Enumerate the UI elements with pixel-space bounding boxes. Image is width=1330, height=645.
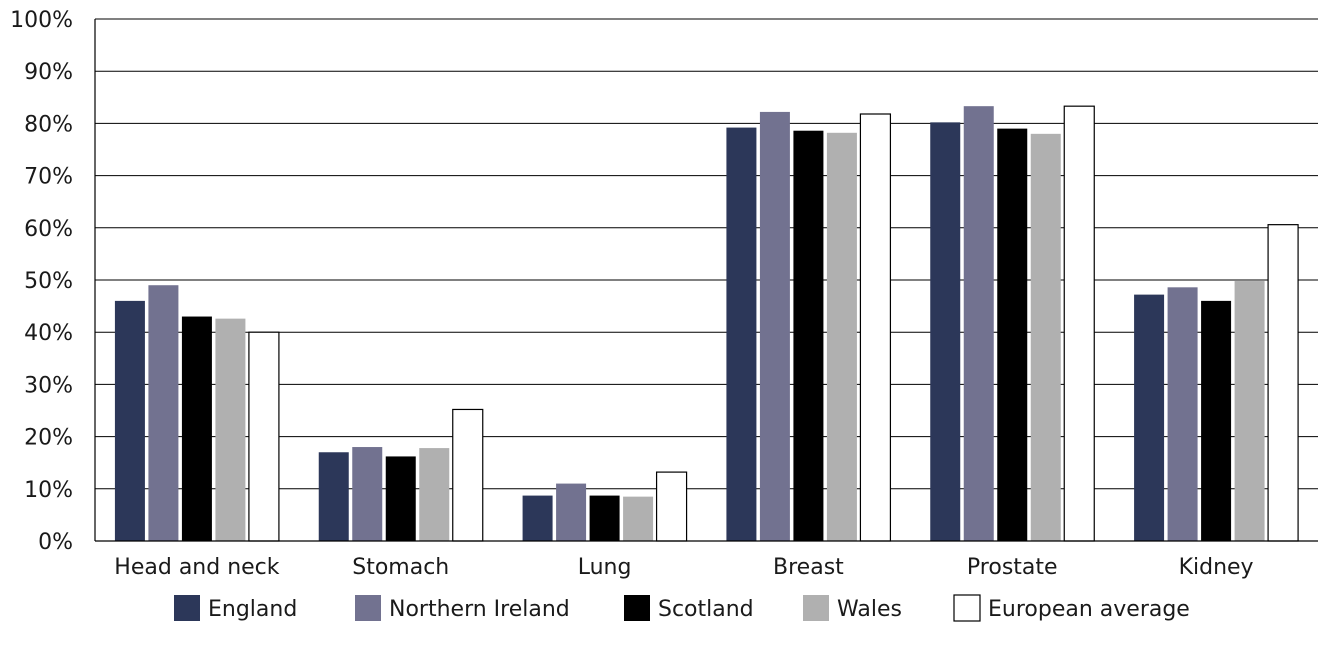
legend-swatch <box>174 595 200 621</box>
y-tick-label: 10% <box>24 478 73 503</box>
x-tick-label: Kidney <box>1179 555 1254 580</box>
axes <box>94 19 1318 542</box>
bar <box>114 300 145 541</box>
bar <box>1201 300 1232 541</box>
bar <box>1030 133 1061 541</box>
y-tick-label: 60% <box>24 217 73 242</box>
y-tick-label: 70% <box>24 165 73 190</box>
bar <box>419 448 450 541</box>
x-axis-ticks: Head and neck Stomach Lung Breast Prostate Ki… <box>114 555 1253 580</box>
y-tick-label: 50% <box>24 269 73 294</box>
legend-swatch <box>803 595 829 621</box>
bars <box>114 105 1299 542</box>
legend-label: European average <box>988 597 1190 622</box>
y-axis-ticks: 0% 10% 20% 30% 40% 50% 60% 70% 80% 90% 100% <box>10 8 73 555</box>
bar <box>859 113 892 542</box>
bar <box>181 316 212 541</box>
y-tick-label: 20% <box>24 426 73 451</box>
bar <box>793 130 824 541</box>
bar <box>1167 287 1198 541</box>
x-tick-label: Prostate <box>967 555 1058 580</box>
x-tick-label: Stomach <box>352 555 449 580</box>
legend-swatch <box>624 595 650 621</box>
bar <box>1234 281 1265 541</box>
x-tick-label: Lung <box>578 555 632 580</box>
legend-swatch <box>953 594 981 622</box>
bar <box>556 483 587 541</box>
bar <box>1063 105 1095 542</box>
y-tick-label: 90% <box>24 60 73 85</box>
bar <box>248 331 280 542</box>
bar <box>522 495 553 541</box>
y-tick-label: 30% <box>24 373 73 398</box>
bar <box>148 285 179 541</box>
legend-swatch <box>355 595 381 621</box>
x-tick-label: Breast <box>773 555 844 580</box>
bar <box>997 128 1028 541</box>
legend: England Northern Ireland Scotland Wales Euro… <box>174 594 1190 622</box>
bar <box>623 496 654 541</box>
x-tick-label: Head and neck <box>114 555 279 580</box>
bar <box>1134 294 1165 541</box>
bar <box>1267 224 1299 542</box>
y-tick-label: 100% <box>10 8 73 33</box>
bar <box>963 106 994 541</box>
bar <box>385 456 416 541</box>
bar <box>352 447 383 541</box>
bar <box>655 471 688 542</box>
y-tick-label: 0% <box>38 530 73 555</box>
y-tick-label: 80% <box>24 112 73 137</box>
bar <box>589 495 620 541</box>
bar <box>826 132 857 541</box>
bar <box>215 318 246 541</box>
bar <box>452 408 484 542</box>
legend-label: Wales <box>837 597 902 622</box>
bar <box>930 122 961 541</box>
legend-label: Northern Ireland <box>389 597 570 622</box>
bar <box>318 452 349 541</box>
bar <box>726 127 757 542</box>
legend-label: England <box>208 597 297 622</box>
legend-label: Scotland <box>658 597 754 622</box>
gridlines <box>95 18 1318 490</box>
bar <box>759 111 790 541</box>
y-tick-label: 40% <box>24 321 73 346</box>
